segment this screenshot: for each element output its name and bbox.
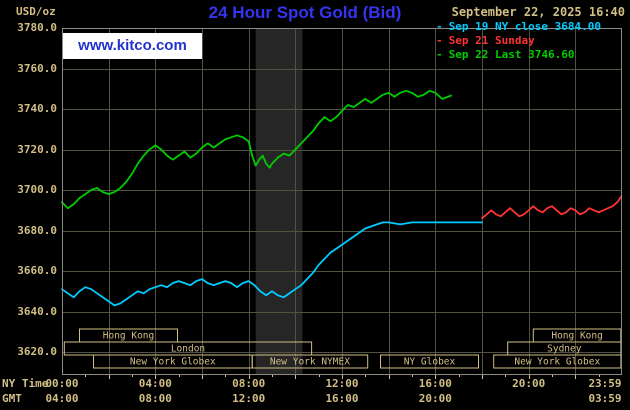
market-session-box: Hong Kong <box>532 328 622 343</box>
market-session-box: Hong Kong <box>79 328 178 343</box>
x-axis-name-gmt: GMT <box>2 392 22 405</box>
market-session-box: New York Globex <box>493 354 622 369</box>
x-axis-tick-label-ny: 04:00 <box>138 377 172 390</box>
market-session-label: London <box>171 344 205 355</box>
x-axis-tick-label-ny: 16:00 <box>418 377 452 390</box>
chart-legend: - Sep 19 NY close 3684.00- Sep 21 Sunday - S… <box>436 20 601 62</box>
y-axis-tick-label: 3660.0 <box>17 264 57 277</box>
x-axis-tick-label-ny: 00:00 <box>45 377 79 390</box>
x-axis-name-nytime: NY Time <box>2 377 49 390</box>
y-axis-tick-label: 3700.0 <box>17 183 57 196</box>
legend-label: Sep 21 Sunday <box>448 34 535 47</box>
x-axis-tick-label-ny: 23:59 <box>588 377 622 390</box>
x-axis-tick-label-ny: 20:00 <box>512 377 546 390</box>
series-line-sep21 <box>481 195 623 220</box>
kitco-watermark-link[interactable]: www.kitco.com <box>63 33 202 59</box>
y-axis-tick-label: 3740.0 <box>17 102 57 115</box>
chart-datetime: September 22, 2025 16:40 <box>451 5 625 19</box>
legend-dash-icon: - <box>436 20 443 33</box>
market-session-label: Hong Kong <box>551 331 602 342</box>
x-axis-ticks <box>85 375 600 379</box>
y-axis-tick-label: 3760.0 <box>17 61 57 75</box>
market-session-box: NY Globex <box>380 354 479 369</box>
x-axis-tick-label-gmt: 08:00 <box>138 392 172 405</box>
chart-title: 24 Hour Spot Gold (Bid) <box>208 3 402 22</box>
market-session-label: New York Globex <box>130 357 216 368</box>
series-line-sep19 <box>61 221 483 307</box>
market-session-box: New York Globex <box>93 354 253 369</box>
x-axis-tick-label-ny: 08:00 <box>232 377 266 390</box>
legend-item-sep19: - Sep 19 NY close 3684.00 <box>436 20 601 34</box>
market-session-box: New York NYMEX <box>251 354 369 369</box>
x-axis-tick-label-gmt: 03:59 <box>588 392 622 405</box>
y-axis-tick-label: 3720.0 <box>17 142 57 156</box>
x-axis-tick-label-gmt: 16:00 <box>325 392 359 405</box>
legend-label: Sep 19 NY close 3684.00 <box>448 20 601 33</box>
legend-label: Sep 22 Last 3746.60 <box>448 48 575 61</box>
y-axis-tick-label: 3640.0 <box>17 304 57 318</box>
legend-item-sep21: - Sep 21 Sunday <box>436 34 601 48</box>
x-axis-tick-label-gmt: 04:00 <box>45 392 79 405</box>
market-session-label: Hong Kong <box>103 331 154 342</box>
legend-dash-icon: - <box>436 34 443 47</box>
y-axis-tick-label: 3780.0 <box>17 21 57 34</box>
y-axis-tick-label: 3620.0 <box>17 345 57 358</box>
market-session-label: New York Globex <box>514 357 600 368</box>
legend-item-sep22: - Sep 22 Last 3746.60 <box>436 48 601 62</box>
y-axis-tick-label: 3680.0 <box>17 223 57 237</box>
x-axis-tick-label-gmt: 20:00 <box>418 392 452 405</box>
plot-border <box>62 28 622 375</box>
market-session-label: New York NYMEX <box>270 357 350 368</box>
series-line-sep22 <box>61 89 452 210</box>
legend-dash-icon: - <box>436 48 443 61</box>
market-session-label: Sydney <box>547 344 582 355</box>
market-session-box: Sydney <box>507 341 622 356</box>
x-axis-tick-label-ny: 12:00 <box>325 377 359 390</box>
market-session-label: NY Globex <box>404 357 456 368</box>
gridlines <box>62 28 622 375</box>
session-shade-band <box>255 28 303 375</box>
y-axis-unit-label: USD/oz <box>16 5 56 18</box>
x-axis-tick-label-gmt: 12:00 <box>232 392 266 405</box>
